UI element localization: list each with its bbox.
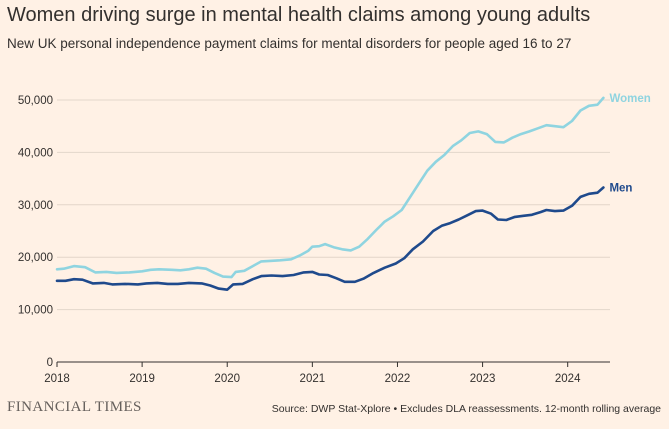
y-tick-label: 20,000 [18, 252, 53, 264]
series-line-men [55, 186, 605, 291]
chart-title: Women driving surge in mental health cla… [7, 4, 591, 26]
label-layer: Women Men [609, 93, 650, 195]
chart-subtitle: New UK personal independence payment cla… [7, 36, 572, 51]
x-tick-label: 2020 [214, 373, 240, 385]
ft-logo: FINANCIAL TIMES [7, 399, 142, 415]
series-line-women [55, 96, 605, 279]
x-tick-label: 2019 [129, 373, 155, 385]
grid-layer [57, 99, 610, 311]
x-tick-label: 2023 [470, 373, 496, 385]
y-tick-label: 30,000 [18, 200, 53, 212]
series-label-women: Women [609, 93, 650, 105]
y-tick-label: 50,000 [18, 95, 53, 107]
x-tick-label: 2021 [300, 373, 326, 385]
y-tick-label: 40,000 [18, 147, 53, 159]
x-tick-label: 2024 [555, 373, 581, 385]
source-note: Source: DWP Stat-Xplore • Excludes DLA r… [271, 403, 661, 415]
y-tick-label: 10,000 [18, 305, 53, 317]
y-tick-label: 0 [47, 357, 53, 369]
series-label-men: Men [609, 183, 632, 195]
x-tick-label: 2022 [385, 373, 411, 385]
x-tick-label: 2018 [44, 373, 70, 385]
axis-layer: 0 10,000 20,000 30,000 40,000 50,000 2018 2019 2… [18, 95, 610, 385]
series-layer [55, 96, 605, 291]
